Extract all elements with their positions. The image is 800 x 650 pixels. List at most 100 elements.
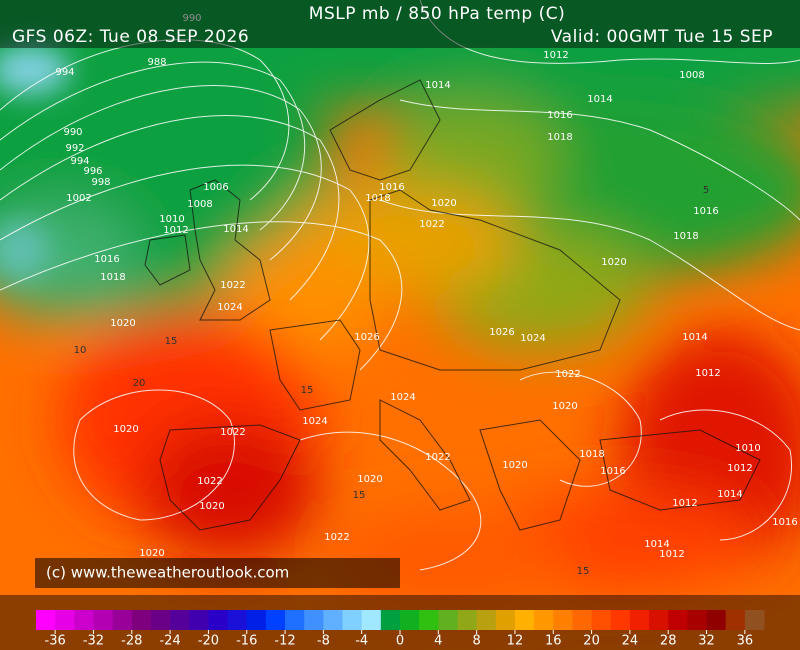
colorbar-swatch — [36, 610, 56, 630]
colorbar-swatch — [227, 610, 248, 630]
isotherm-label: 15 — [301, 385, 314, 396]
colorbar-swatch — [553, 610, 573, 630]
colorbar: -36 -32 -28 -24 -20 -16 -12 -8 -4 0 4 8 12 16 20 24 28 32… — [36, 610, 765, 649]
isobar-label: 1008 — [187, 199, 212, 210]
isobar-label: 1020 — [199, 501, 224, 512]
isobar-label: 1020 — [357, 474, 382, 485]
colorbar-swatch — [476, 610, 497, 630]
isobar-label: 1014 — [223, 224, 248, 235]
colorbar-swatch — [706, 610, 727, 630]
map-title: MSLP mb / 850 hPa temp (C) — [309, 4, 565, 24]
colorbar-swatch — [208, 610, 229, 630]
colorbar-tick-label: -8 — [317, 634, 330, 649]
colorbar-swatch — [438, 610, 458, 630]
colorbar-swatch — [610, 610, 631, 630]
isobar-label: 1012 — [695, 368, 720, 379]
colorbar-swatch — [265, 610, 286, 630]
colorbar-tick-label: -32 — [83, 634, 104, 649]
colorbar-swatch — [170, 610, 190, 630]
colorbar-tick-label: 20 — [583, 634, 600, 649]
colorbar-swatch — [55, 610, 75, 630]
isobar-label: 1020 — [110, 318, 135, 329]
isobar-label: 1020 — [552, 401, 577, 412]
isobar-label: 1012 — [659, 549, 684, 560]
colorbar-swatch — [725, 610, 746, 630]
colorbar-swatch — [74, 610, 94, 630]
isobar-label: 1012 — [163, 225, 188, 236]
isobar-label: 1014 — [682, 332, 707, 343]
colorbar-swatch — [591, 610, 612, 630]
isobar-label: 1022 — [555, 369, 580, 380]
colorbar-swatch — [131, 610, 152, 630]
colorbar-tick-label: -28 — [121, 634, 142, 649]
colorbar-tick-label: 32 — [698, 634, 715, 649]
isobar-label: 1012 — [543, 50, 568, 61]
colorbar-tick-label: 12 — [507, 634, 524, 649]
colorbar-tick-label: -20 — [198, 634, 219, 649]
isobar-label: 1016 — [600, 466, 625, 477]
isobar-label: 1020 — [139, 548, 164, 559]
model-run: GFS 06Z: Tue 08 SEP 2026 — [12, 27, 249, 47]
isobar-label: 1026 — [354, 332, 379, 343]
isobar-label: 1006 — [203, 182, 228, 193]
isotherm-label: 20 — [133, 378, 146, 389]
isobar-label: 1026 — [489, 327, 514, 338]
colorbar-swatch — [572, 610, 593, 630]
colorbar-swatch — [246, 610, 267, 630]
isobar-label: 1010 — [735, 443, 760, 454]
colorbar-swatch — [419, 610, 439, 630]
isobar-label: 1022 — [220, 280, 245, 291]
isobar-label: 1022 — [324, 532, 349, 543]
isobar-label: 1014 — [717, 489, 742, 500]
isobar-label: 1022 — [220, 427, 245, 438]
isotherm-label: 5 — [703, 185, 709, 196]
colorbar-swatch — [150, 610, 171, 630]
colorbar-tick-label: 36 — [737, 634, 754, 649]
colorbar-swatch — [668, 610, 688, 630]
isobar-label: 992 — [65, 143, 84, 154]
isobar-label: 1020 — [502, 460, 527, 471]
colorbar-swatch — [361, 610, 382, 630]
isobar-label: 1012 — [727, 463, 752, 474]
isotherm-label: 15 — [165, 336, 178, 347]
valid-time: Valid: 00GMT Tue 15 SEP — [551, 27, 773, 47]
colorbar-swatch — [457, 610, 478, 630]
isobar-label: 990 — [182, 13, 201, 24]
isobar-label: 1014 — [644, 539, 669, 550]
colorbar-swatch — [534, 610, 554, 630]
colorbar-swatch — [323, 610, 344, 630]
isobar-label: 1020 — [113, 424, 138, 435]
colorbar-swatch — [649, 610, 669, 630]
isobar-label: 1016 — [379, 182, 404, 193]
colorbar-swatch — [687, 610, 708, 630]
isobar-label: 1024 — [217, 302, 242, 313]
isobar-label: 990 — [63, 127, 82, 138]
colorbar-tick-label: 0 — [396, 634, 404, 649]
isobar-label: 998 — [91, 177, 110, 188]
isobar-label: 1018 — [579, 449, 604, 460]
isobar-label: 1024 — [390, 392, 415, 403]
isobar-label: 994 — [55, 67, 74, 78]
isobar-label: 1018 — [673, 231, 698, 242]
isobar-label: 1012 — [672, 498, 697, 509]
isobar-label: 1020 — [601, 257, 626, 268]
colorbar-tick-label: -4 — [355, 634, 368, 649]
colorbar-swatch — [629, 610, 650, 630]
coastlines — [144, 79, 761, 531]
colorbar-swatch — [112, 610, 133, 630]
isobar-label: 988 — [147, 57, 166, 68]
map-labels: 9909889949909929949969981002100610081010… — [55, 13, 797, 577]
colorbar-swatch — [189, 610, 209, 630]
isobar-label: 1022 — [197, 476, 222, 487]
colorbar-swatch — [93, 610, 114, 630]
isobar-label: 1020 — [431, 198, 456, 209]
colorbar-swatch — [304, 610, 324, 630]
isobar-label: 1024 — [520, 333, 545, 344]
colorbar-tick-label: 24 — [622, 634, 639, 649]
colorbar-swatch — [342, 610, 363, 630]
isobar-label: 1018 — [365, 193, 390, 204]
isobar-label: 1016 — [772, 517, 797, 528]
colorbar-swatch — [285, 610, 305, 630]
isobar-label: 1016 — [547, 110, 572, 121]
